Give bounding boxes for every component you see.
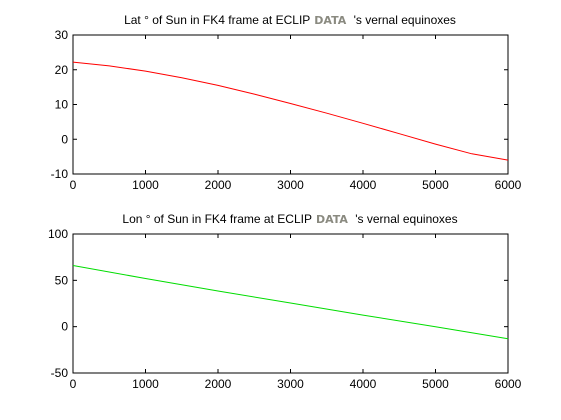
y-tick-label: 100 [48,227,68,241]
x-tick-label: 0 [70,178,77,192]
y-tick-label: 10 [55,98,69,112]
x-tick-label: 3000 [277,178,304,192]
x-tick-label: 1000 [132,178,159,192]
y-tick-label: -50 [51,366,69,380]
y-tick-label: 50 [55,273,69,287]
x-tick-label: 5000 [422,377,449,391]
x-tick-label: 3000 [277,377,304,391]
x-tick-label: 2000 [205,178,232,192]
y-tick-label: 30 [55,28,69,42]
y-tick-label: -10 [51,167,69,181]
x-tick-label: 6000 [495,377,522,391]
chart-title-1: Lat ° of Sun in FK4 frame at ECLIP DATA '… [124,13,456,27]
y-tick-label: 0 [61,132,68,146]
x-tick-label: 1000 [132,377,159,391]
series-line-2-1 [72,265,509,340]
x-tick-label: 4000 [350,178,377,192]
x-tick-label: 6000 [495,178,522,192]
x-tick-label: 2000 [205,377,232,391]
x-tick-label: 0 [70,377,77,391]
axes-box-1 [72,34,509,175]
y-tick-label: 20 [55,63,69,77]
chart-title-2: Lon ° of Sun in FK4 frame at ECLIP DATA '… [122,212,457,226]
x-tick-label: 5000 [422,178,449,192]
x-tick-label: 4000 [350,377,377,391]
y-tick-label: 0 [61,320,68,334]
series-line-1-1 [72,61,509,161]
